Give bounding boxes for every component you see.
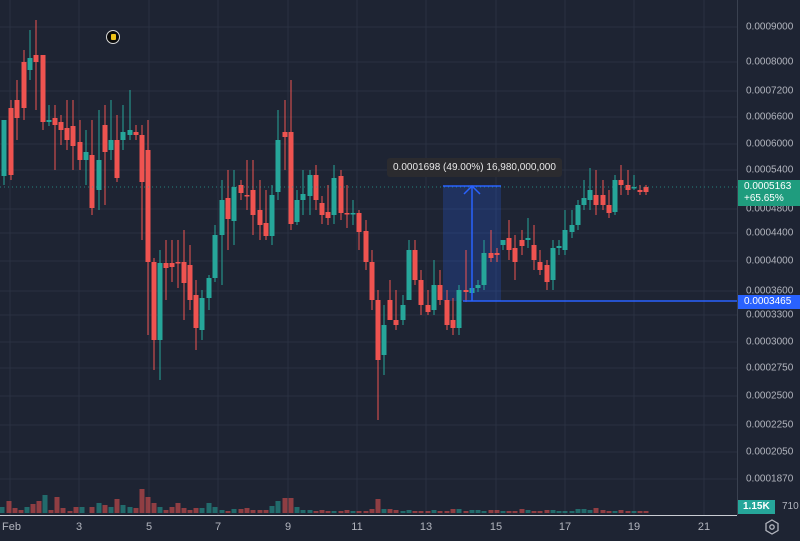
measure-tool-label: 0.0001698 (49.00%) 16,980,000,000	[387, 158, 562, 177]
price-label: 0.0008000	[746, 56, 794, 68]
volume-scale-label: 710	[782, 501, 799, 512]
price-label: 0.0003600	[746, 285, 794, 297]
time-label: 5	[145, 521, 153, 533]
time-axis[interactable]: Feb 3 5 7 9 11 13 15 17 19 21	[0, 515, 737, 541]
price-label: 0.0002750	[746, 362, 794, 374]
price-label: 0.0004000	[746, 255, 794, 267]
price-label: 0.0002500	[746, 390, 794, 402]
price-label: 0.0003300	[746, 309, 794, 321]
measure-price-tag: 0.0003465	[738, 295, 800, 309]
time-label: 21	[697, 521, 711, 533]
candlestick-chart[interactable]	[0, 0, 737, 515]
price-axis[interactable]: 0.0009000 0.0008000 0.0007200 0.0006600 0.00…	[737, 0, 800, 515]
time-label: 7	[214, 521, 222, 533]
time-label: 19	[627, 521, 641, 533]
last-price-change: +65.65%	[744, 193, 784, 204]
time-label: Feb	[2, 521, 21, 533]
last-price-value: 0.0005163	[744, 181, 792, 192]
time-label: 13	[419, 521, 433, 533]
time-label: 3	[75, 521, 83, 533]
price-label: 0.0004400	[746, 227, 794, 239]
time-label: 11	[351, 521, 363, 533]
last-price-tag: 0.0005163 +65.65%	[738, 180, 800, 206]
volume-tag: 1.15K	[738, 500, 775, 514]
settings-gear-icon[interactable]	[764, 518, 780, 536]
price-label: 0.0006000	[746, 138, 794, 150]
price-label: 0.0003000	[746, 336, 794, 348]
price-label: 0.0006600	[746, 111, 794, 123]
price-label: 0.0004800	[746, 203, 794, 215]
price-label: 0.0002050	[746, 446, 794, 458]
time-label: 15	[489, 521, 503, 533]
event-badge-icon[interactable]	[106, 30, 120, 44]
price-label: 0.0005400	[746, 164, 794, 176]
price-label: 0.0001870	[746, 473, 794, 485]
price-label: 0.0002250	[746, 419, 794, 431]
time-label: 17	[558, 521, 572, 533]
price-label: 0.0009000	[746, 21, 794, 33]
time-label: 9	[284, 521, 292, 533]
price-label: 0.0007200	[746, 85, 794, 97]
chart-plot-area[interactable]: 0.0001698 (49.00%) 16,980,000,000	[0, 0, 737, 515]
